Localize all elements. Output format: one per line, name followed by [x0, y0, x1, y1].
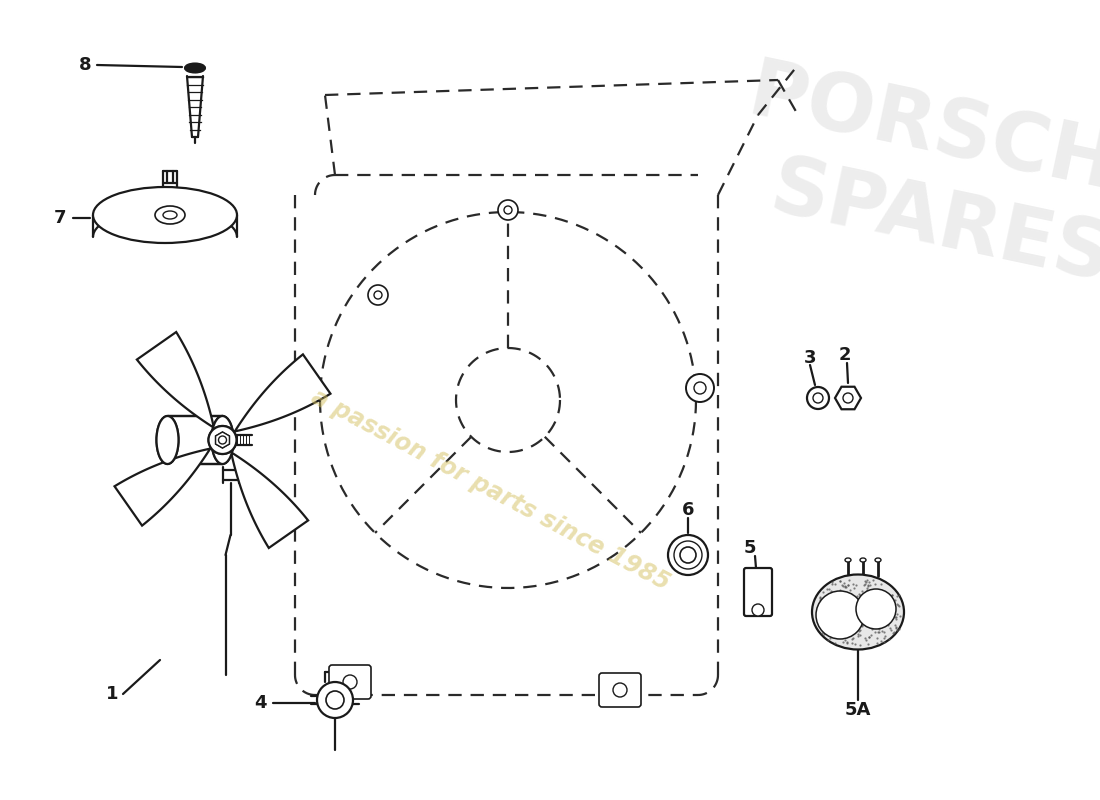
Circle shape — [368, 285, 388, 305]
Polygon shape — [136, 332, 213, 428]
Circle shape — [686, 374, 714, 402]
Circle shape — [816, 591, 864, 639]
Text: a passion for parts since 1985: a passion for parts since 1985 — [307, 385, 673, 595]
Ellipse shape — [874, 558, 881, 562]
Polygon shape — [234, 354, 330, 431]
Circle shape — [209, 426, 236, 454]
Polygon shape — [231, 452, 308, 548]
Circle shape — [694, 382, 706, 394]
Text: 2: 2 — [838, 346, 851, 364]
Text: 1: 1 — [106, 685, 119, 703]
Text: 7: 7 — [54, 209, 66, 227]
FancyBboxPatch shape — [600, 673, 641, 707]
Text: 5: 5 — [744, 539, 757, 557]
Ellipse shape — [211, 416, 233, 464]
Circle shape — [613, 683, 627, 697]
Text: PORSCHE
SPARES: PORSCHE SPARES — [723, 53, 1100, 307]
Circle shape — [680, 547, 696, 563]
Ellipse shape — [155, 206, 185, 224]
Circle shape — [219, 436, 227, 444]
Ellipse shape — [94, 187, 236, 243]
Circle shape — [209, 426, 236, 454]
Circle shape — [752, 604, 764, 616]
Polygon shape — [114, 449, 210, 526]
Circle shape — [856, 589, 896, 629]
FancyBboxPatch shape — [329, 665, 371, 699]
Circle shape — [317, 682, 353, 718]
Ellipse shape — [211, 416, 233, 464]
Text: 4: 4 — [254, 694, 266, 712]
Ellipse shape — [156, 416, 178, 464]
Circle shape — [813, 393, 823, 403]
Text: 8: 8 — [79, 56, 91, 74]
Circle shape — [326, 691, 344, 709]
Circle shape — [843, 393, 852, 403]
Circle shape — [807, 387, 829, 409]
Circle shape — [504, 206, 512, 214]
Ellipse shape — [812, 574, 904, 650]
Text: 5A: 5A — [845, 701, 871, 719]
Circle shape — [668, 535, 708, 575]
FancyBboxPatch shape — [744, 568, 772, 616]
Text: 6: 6 — [682, 501, 694, 519]
Circle shape — [498, 200, 518, 220]
Circle shape — [343, 675, 358, 689]
Ellipse shape — [185, 63, 205, 73]
Ellipse shape — [156, 416, 178, 464]
Text: 3: 3 — [804, 349, 816, 367]
Ellipse shape — [845, 558, 851, 562]
Ellipse shape — [860, 558, 866, 562]
Ellipse shape — [163, 211, 177, 219]
Circle shape — [218, 435, 228, 445]
Circle shape — [374, 291, 382, 299]
